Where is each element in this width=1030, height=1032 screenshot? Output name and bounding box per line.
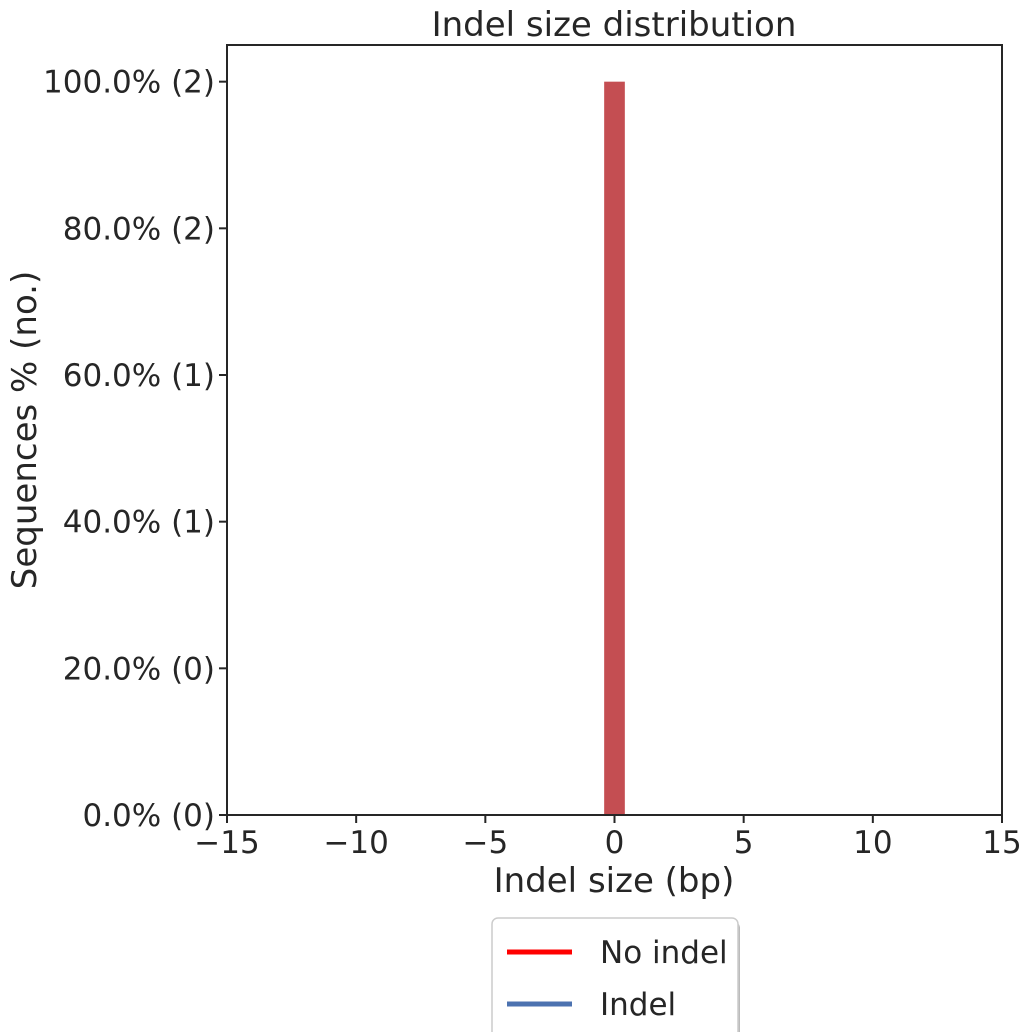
x-tick-label: −10	[323, 825, 388, 861]
x-tick-label: 0	[605, 825, 625, 861]
y-tick-label: 80.0% (2)	[63, 211, 215, 247]
y-tick-label: 20.0% (0)	[63, 651, 215, 687]
legend-label: Indel	[600, 987, 676, 1023]
y-axis: 0.0% (0) 20.0% (0) 40.0% (1) 60.0% (1) 80.0%…	[43, 65, 227, 834]
x-tick-label: 10	[853, 825, 892, 861]
x-tick-label: 15	[982, 825, 1021, 861]
chart-title: Indel size distribution	[432, 5, 797, 45]
y-tick-label: 100.0% (2)	[43, 65, 215, 101]
legend: No indel Indel	[491, 917, 740, 1032]
plot-area	[604, 81, 625, 815]
y-tick-label: 60.0% (1)	[63, 358, 215, 394]
x-axis-label: Indel size (bp)	[494, 861, 735, 901]
x-tick-label: −15	[194, 825, 259, 861]
y-tick-label: 40.0% (1)	[63, 505, 215, 541]
x-tick-label: −5	[462, 825, 508, 861]
y-axis-label: Sequences % (no.)	[5, 271, 45, 589]
legend-label: No indel	[600, 935, 728, 971]
x-axis: −15 −10 −5 0 5 10 15	[194, 815, 1022, 861]
bar-0	[604, 81, 625, 815]
y-tick-label: 0.0% (0)	[82, 798, 215, 834]
x-tick-label: 5	[734, 825, 754, 861]
